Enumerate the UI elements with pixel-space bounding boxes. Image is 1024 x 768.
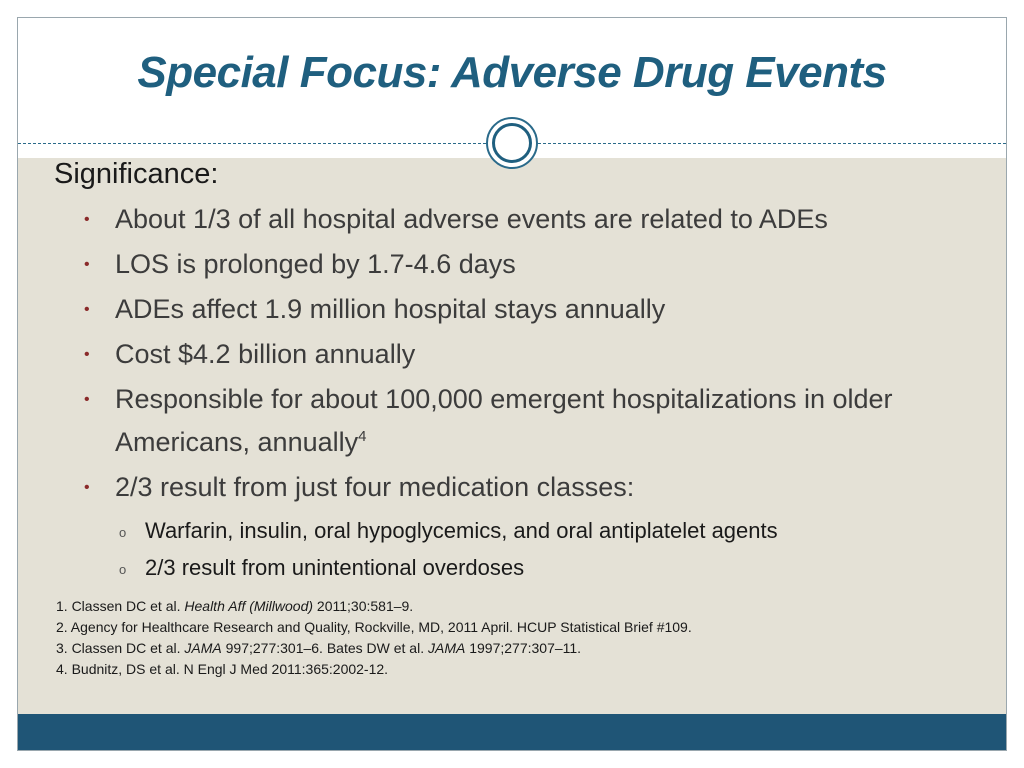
bullet-text: About 1/3 of all hospital adverse events… <box>115 204 828 234</box>
reference-journal: JAMA <box>427 640 466 656</box>
bullet-text: ADEs affect 1.9 million hospital stays a… <box>115 294 666 324</box>
reference-1: 1. Classen DC et al. Health Aff (Millwoo… <box>56 596 976 617</box>
footer-bar <box>18 714 1006 750</box>
bullet-marker: • <box>84 211 90 228</box>
footnote-superscript: 4 <box>358 428 367 445</box>
bullet-list: • About 1/3 of all hospital adverse even… <box>80 201 980 594</box>
circle-ornament-inner <box>492 123 532 163</box>
bullet-marker: • <box>84 301 90 318</box>
bullet-item: • 2/3 result from just four medication c… <box>80 469 980 586</box>
sub-bullet-list: o Warfarin, insulin, oral hypoglycemics,… <box>115 512 980 586</box>
reference-text: 2011;30:581–9. <box>313 598 414 614</box>
reference-4: 4. Budnitz, DS et al. N Engl J Med 2011:… <box>56 661 389 677</box>
reference-text: 1997;277:307–11. <box>465 640 582 656</box>
reference-journal: JAMA <box>184 640 222 656</box>
bullet-marker: • <box>84 346 90 363</box>
section-heading: Significance: <box>54 158 219 190</box>
reference-2: 2. Agency for Healthcare Research and Qu… <box>56 619 692 635</box>
reference-3: 3. Classen DC et al. JAMA 997;277:301–6.… <box>56 638 976 659</box>
bullet-text: 2/3 result from just four medication cla… <box>115 472 635 502</box>
bullet-text: LOS is prolonged by 1.7-4.6 days <box>115 249 516 279</box>
bullet-marker: • <box>84 256 90 273</box>
reference-text: 1. Classen DC et al. <box>56 598 185 614</box>
reference-text: 3. Classen DC et al. <box>56 640 185 656</box>
bullet-marker: • <box>84 479 90 496</box>
bullet-item: • LOS is prolonged by 1.7-4.6 days <box>80 246 980 283</box>
sub-bullet-text: 2/3 result from unintentional overdoses <box>145 555 525 580</box>
bullet-text: Responsible for about 100,000 emergent h… <box>115 384 893 457</box>
circle-ornament-icon <box>486 117 538 169</box>
sub-bullet-marker: o <box>119 525 127 540</box>
sub-bullet-item: o Warfarin, insulin, oral hypoglycemics,… <box>115 512 980 549</box>
reference-text: 997;277:301–6. Bates DW et al. <box>221 640 428 656</box>
sub-bullet-marker: o <box>119 562 127 577</box>
bullet-item: • Responsible for about 100,000 emergent… <box>80 381 980 461</box>
bullet-marker: • <box>84 391 90 408</box>
bullet-item: • ADEs affect 1.9 million hospital stays… <box>80 291 980 328</box>
references: 1. Classen DC et al. Health Aff (Millwoo… <box>56 596 976 680</box>
reference-journal: Health Aff (Millwood) <box>184 598 314 614</box>
bullet-item: • Cost $4.2 billion annually <box>80 336 980 373</box>
sub-bullet-item: o 2/3 result from unintentional overdose… <box>115 549 980 586</box>
slide: Special Focus: Adverse Drug Events Signi… <box>17 17 1007 751</box>
slide-title: Special Focus: Adverse Drug Events <box>137 48 887 97</box>
sub-bullet-text: Warfarin, insulin, oral hypoglycemics, a… <box>145 518 778 543</box>
bullet-item: • About 1/3 of all hospital adverse even… <box>80 201 980 238</box>
content-area <box>18 158 1006 716</box>
bullet-text: Cost $4.2 billion annually <box>115 339 416 369</box>
